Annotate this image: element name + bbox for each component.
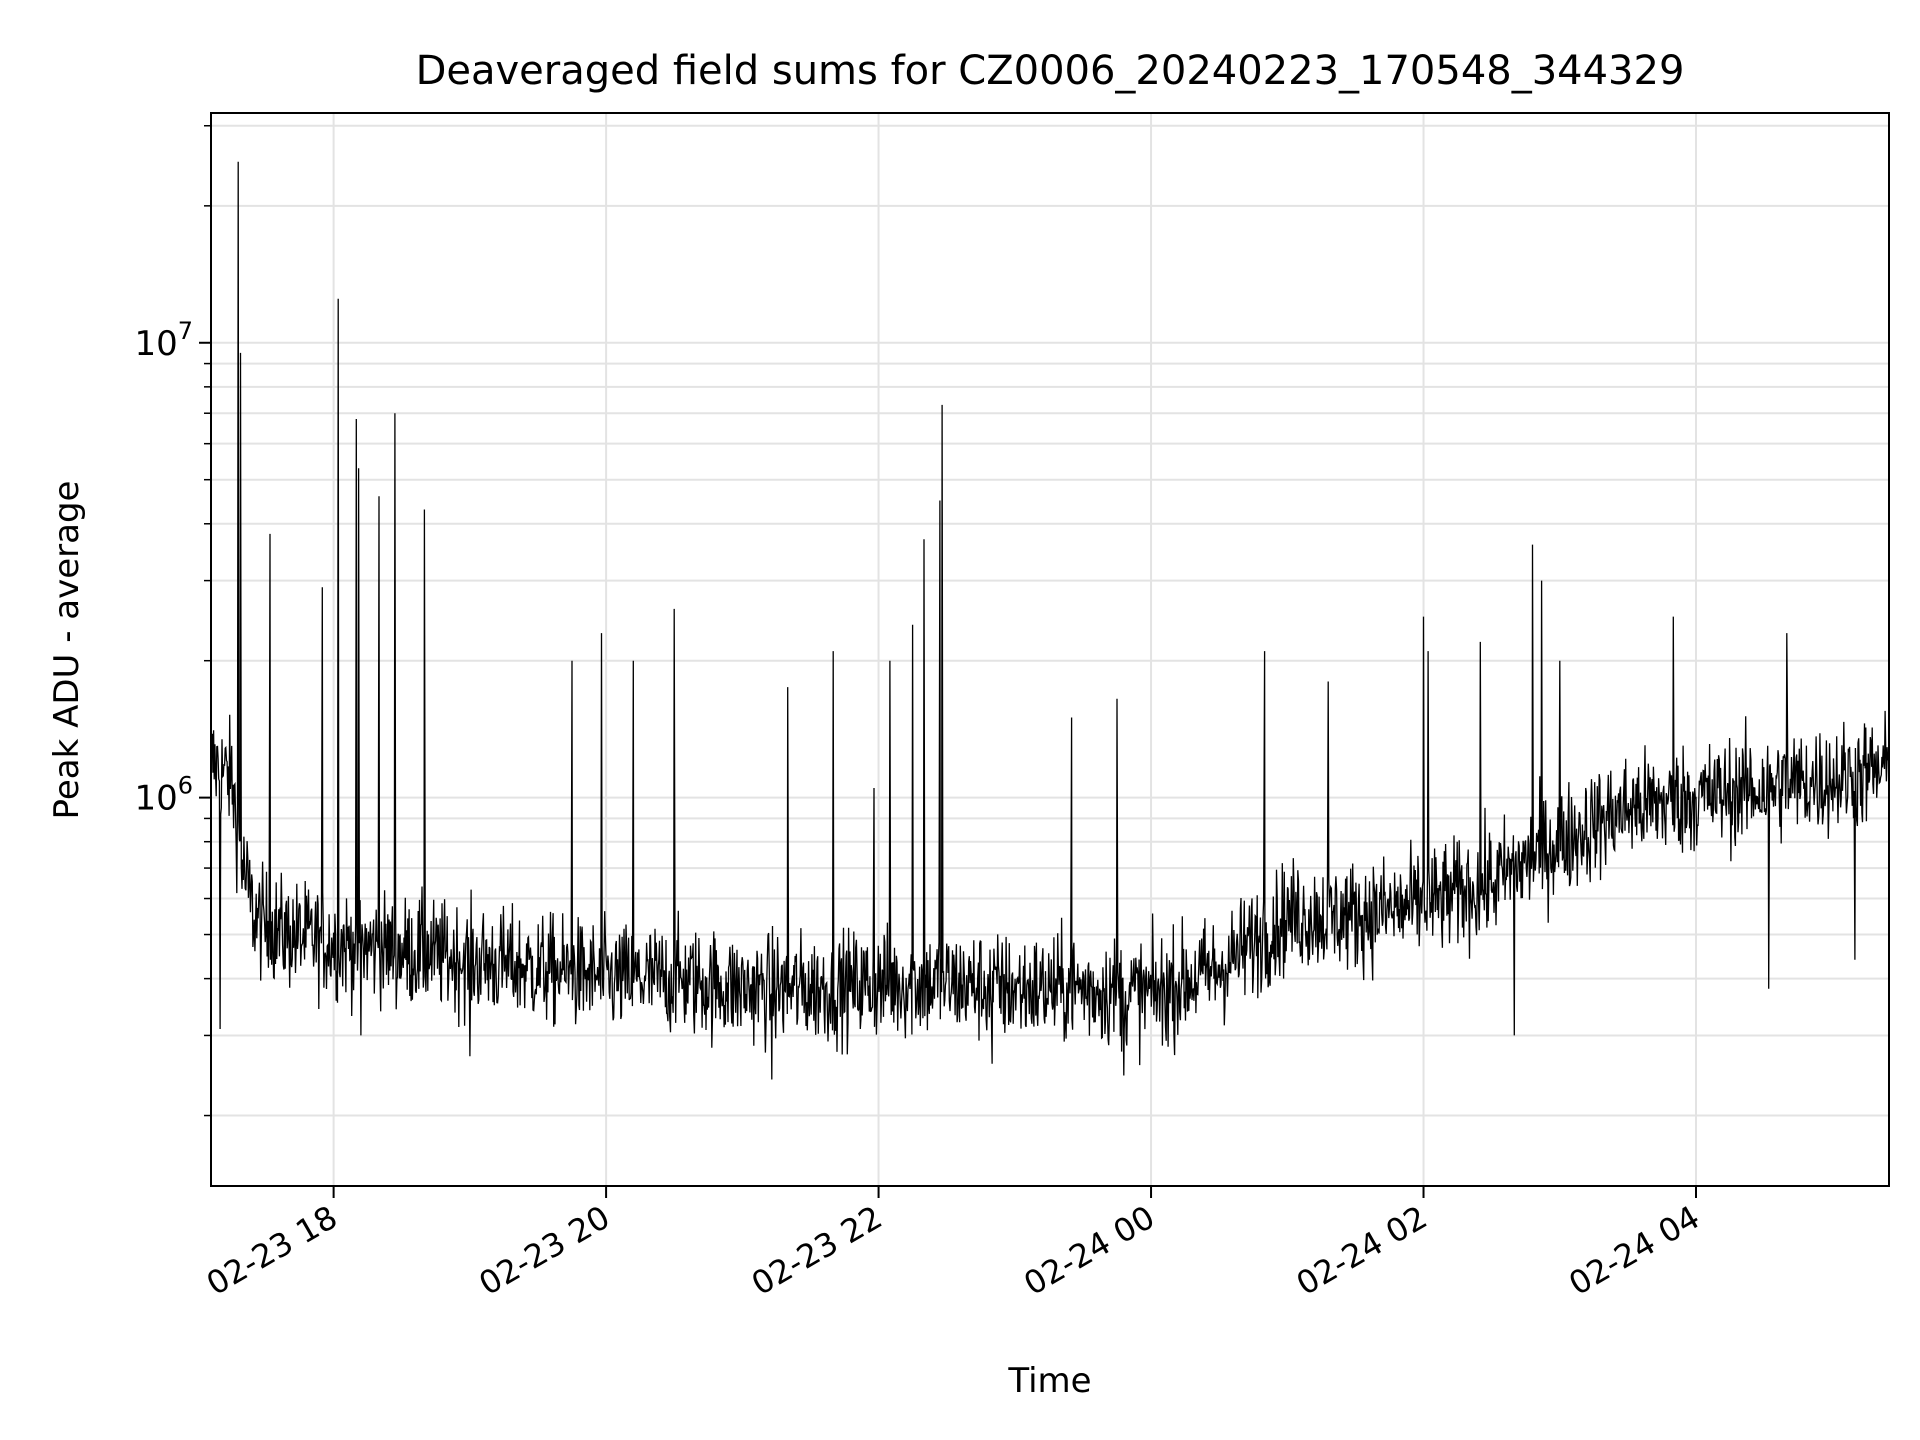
y-tick-base: 10: [134, 324, 177, 364]
series-line: [210, 161, 1890, 1080]
y-axis-label: Peak ADU - average: [47, 481, 87, 820]
plot-frame: [210, 112, 1890, 1187]
y-tick-base: 10: [134, 779, 177, 819]
x-axis-label: Time: [1007, 1361, 1091, 1401]
y-tick-exponent: 7: [178, 317, 193, 345]
chart-title: Deaveraged field sums for CZ0006_2024022…: [416, 48, 1685, 94]
y-tick-label: 106: [134, 772, 193, 819]
y-tick-label: 107: [134, 317, 193, 364]
y-tick-exponent: 6: [178, 772, 193, 800]
data-series: [210, 161, 1890, 1080]
